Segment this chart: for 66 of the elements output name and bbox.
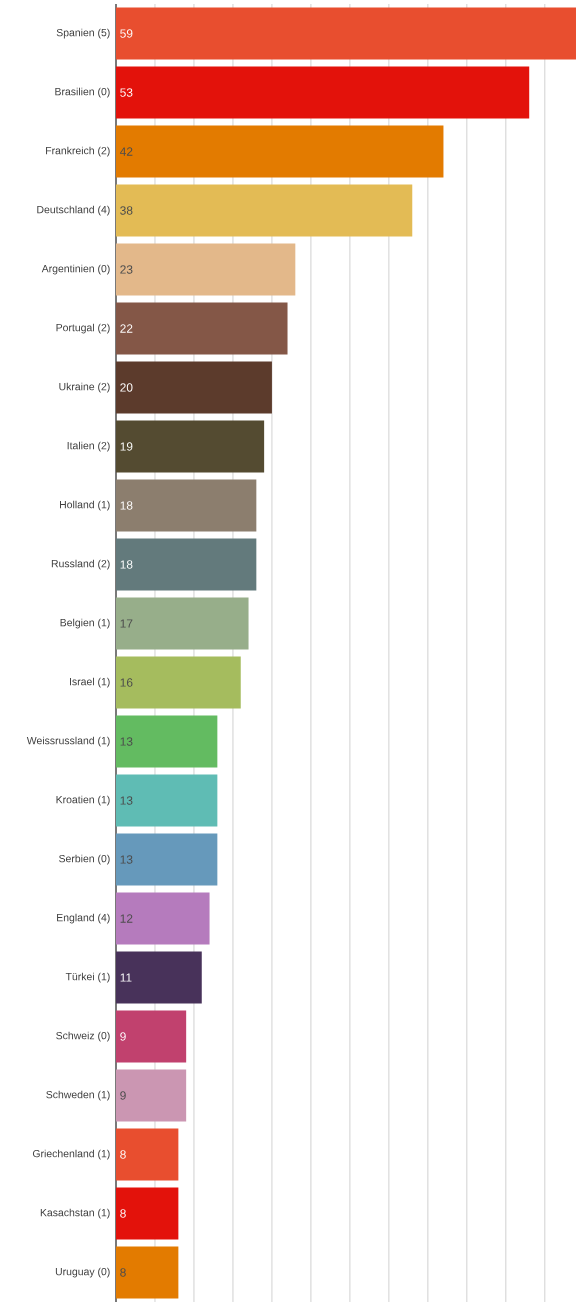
y-tick-label: Kroatien (1) — [56, 795, 110, 806]
data-label: 19 — [120, 442, 133, 451]
y-tick-label: Weissrussland (1) — [26, 736, 110, 747]
bar — [116, 66, 530, 119]
y-tick-label: Serbien (0) — [59, 854, 110, 865]
data-label: 13 — [120, 737, 133, 746]
data-label: 8 — [120, 1150, 126, 1159]
data-label: 13 — [120, 855, 133, 864]
y-tick-label: England (4) — [57, 913, 110, 924]
data-label: 13 — [120, 796, 133, 805]
bar — [116, 892, 210, 945]
bar — [116, 361, 272, 414]
bar — [116, 774, 218, 827]
y-tick-label: Türkei (1) — [65, 972, 110, 983]
data-label: 16 — [120, 678, 133, 687]
bar — [116, 715, 218, 768]
bar — [116, 951, 202, 1004]
bar — [116, 1010, 187, 1063]
y-tick-label: Holland (1) — [60, 500, 110, 511]
y-tick-label: Israel (1) — [70, 677, 110, 688]
y-tick-label: Brasilien (0) — [55, 87, 110, 98]
bar — [116, 302, 288, 355]
bar — [116, 1128, 179, 1181]
data-label: 17 — [120, 619, 133, 628]
bar — [116, 538, 257, 591]
y-tick-label: Deutschland (4) — [37, 205, 110, 216]
y-tick-label: Portugal (2) — [56, 323, 110, 334]
bar — [116, 7, 576, 60]
data-label: 8 — [120, 1268, 126, 1277]
data-label: 20 — [120, 383, 133, 392]
y-tick-label: Argentinien (0) — [41, 264, 110, 275]
bar — [116, 420, 265, 473]
y-tick-label: Belgien (1) — [60, 618, 110, 629]
bar — [116, 1246, 179, 1299]
bar — [116, 479, 257, 532]
data-label: 18 — [120, 501, 133, 510]
data-label: 42 — [119, 147, 133, 156]
bar — [116, 656, 241, 709]
data-label: 53 — [120, 88, 133, 97]
bar — [116, 1187, 179, 1240]
y-tick-label: Schweiz (0) — [56, 1031, 110, 1042]
data-label: 22 — [120, 324, 133, 333]
bar — [116, 125, 444, 178]
y-tick-label: Spanien (5) — [56, 28, 110, 39]
data-label: 23 — [120, 265, 133, 274]
data-label: 12 — [120, 914, 133, 923]
y-tick-label: Ukraine (2) — [59, 382, 110, 393]
data-label: 11 — [120, 973, 132, 982]
y-tick-label: Kasachstan (1) — [40, 1208, 110, 1219]
bar — [116, 184, 413, 237]
y-tick-label: Russland (2) — [51, 559, 110, 570]
bar — [116, 1069, 187, 1122]
data-label: 38 — [120, 206, 133, 215]
y-tick-label: Griechenland (1) — [32, 1149, 110, 1160]
y-tick-label: Uruguay (0) — [55, 1267, 110, 1278]
data-label: 8 — [120, 1209, 126, 1218]
data-label: 9 — [120, 1032, 126, 1041]
y-tick-label: Schweden (1) — [46, 1090, 110, 1101]
data-label: 9 — [120, 1091, 126, 1100]
data-label: 59 — [120, 29, 133, 38]
y-tick-label: Frankreich (2) — [46, 146, 110, 157]
bar — [116, 833, 218, 886]
y-tick-label: Italien (2) — [67, 441, 110, 452]
data-label: 18 — [120, 560, 133, 569]
bar — [116, 243, 296, 296]
bar — [116, 597, 249, 650]
